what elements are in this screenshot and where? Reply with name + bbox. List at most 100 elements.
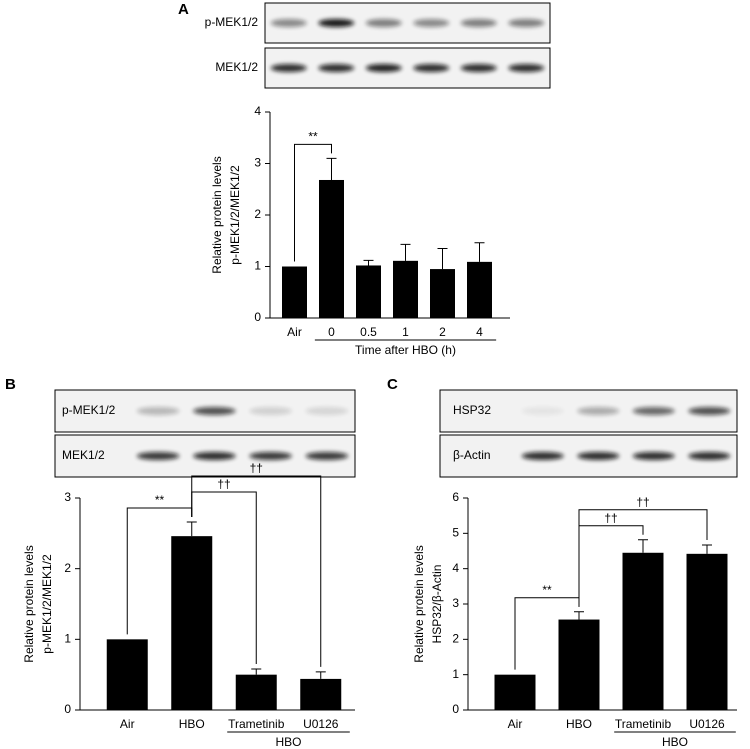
blot-frame xyxy=(264,47,551,89)
significance-bracket xyxy=(578,509,708,607)
blot-band xyxy=(270,19,307,27)
y-tick-label: 4 xyxy=(452,561,459,575)
significance-label: †† xyxy=(636,495,649,509)
significance-label: ** xyxy=(155,493,165,507)
blot-band xyxy=(249,407,292,415)
blot-label: p-MEK1/2 xyxy=(62,403,116,417)
panel-letter: B xyxy=(5,376,16,393)
x-tick-label: HBO xyxy=(566,717,592,731)
error-bar xyxy=(638,539,648,553)
significance-label: †† xyxy=(604,511,617,525)
blot-band xyxy=(688,452,731,460)
error-bar xyxy=(400,243,411,261)
y-tick-label: 0 xyxy=(254,310,261,324)
blot-band xyxy=(460,19,497,27)
y-tick-label: 2 xyxy=(254,207,261,221)
blot-band xyxy=(632,452,675,460)
blot-label: HSP32 xyxy=(453,403,491,417)
bar xyxy=(467,261,492,318)
bar xyxy=(686,553,728,710)
blot-label: β-Actin xyxy=(453,448,491,462)
y-tick-label: 4 xyxy=(254,104,261,118)
significance-label: ** xyxy=(308,130,318,144)
y-tick-label: 2 xyxy=(64,561,71,575)
blot-band xyxy=(688,407,731,415)
y-tick-label: 1 xyxy=(254,259,261,273)
blot-band xyxy=(365,19,402,27)
bar xyxy=(282,266,307,318)
blot-band xyxy=(249,452,292,460)
blot-label: p-MEK1/2 xyxy=(205,15,259,29)
blot-band xyxy=(460,64,497,72)
x-tick-label: Air xyxy=(287,325,302,339)
x-tick-label: 4 xyxy=(476,325,483,339)
group-label: HBO xyxy=(662,735,688,749)
significance-label: †† xyxy=(250,461,263,475)
bar xyxy=(393,260,418,318)
blot-band xyxy=(521,452,564,460)
bar xyxy=(319,179,344,318)
blot-band xyxy=(136,407,180,415)
bar xyxy=(622,552,664,710)
error-bar xyxy=(702,544,712,554)
blot-frame xyxy=(54,389,356,433)
blot-band xyxy=(136,452,180,460)
x-tick-label: 1 xyxy=(402,325,409,339)
blot-band xyxy=(305,407,349,415)
x-tick-label: 0 xyxy=(328,325,335,339)
y-axis-label: Relative protein levels xyxy=(210,156,224,273)
y-axis-label: Relative protein levels xyxy=(22,545,36,662)
x-tick-label: Trametinib xyxy=(615,717,672,731)
blot-frame xyxy=(264,2,551,44)
y-tick-label: 0 xyxy=(452,702,459,716)
x-tick-label: Trametinib xyxy=(228,717,285,731)
blot-band xyxy=(508,19,545,27)
panel-letter: A xyxy=(178,1,189,18)
y-tick-label: 5 xyxy=(452,526,459,540)
significance-label: †† xyxy=(217,477,230,491)
blot-band xyxy=(521,407,564,415)
error-bar xyxy=(326,157,337,180)
panel-letter: C xyxy=(387,376,398,393)
blot-band xyxy=(413,64,450,72)
error-bar xyxy=(437,247,448,270)
blot-band xyxy=(508,64,545,72)
error-bar xyxy=(315,671,326,679)
group-label: HBO xyxy=(275,735,301,749)
blot-band xyxy=(305,452,349,460)
blot-band xyxy=(318,19,355,27)
blot-band xyxy=(577,407,620,415)
x-tick-label: 2 xyxy=(439,325,446,339)
y-axis-label: p-MEK1/2/MEK1/2 xyxy=(228,165,242,265)
bar xyxy=(494,674,536,710)
error-bar xyxy=(251,668,262,675)
significance-bracket xyxy=(294,143,332,262)
error-bar xyxy=(186,521,197,537)
y-tick-label: 3 xyxy=(452,596,459,610)
blot-label: MEK1/2 xyxy=(215,60,258,74)
x-tick-label: U0126 xyxy=(689,717,725,731)
bar xyxy=(235,674,277,710)
error-bar xyxy=(574,611,584,620)
bar xyxy=(300,678,342,710)
bar xyxy=(106,639,148,710)
error-bar xyxy=(363,259,374,266)
y-tick-label: 0 xyxy=(64,702,71,716)
x-tick-label: U0126 xyxy=(303,717,339,731)
y-tick-label: 6 xyxy=(452,490,459,504)
bar xyxy=(430,269,455,318)
significance-label: ** xyxy=(542,583,552,597)
y-tick-label: 3 xyxy=(254,156,261,170)
x-tick-label: 0.5 xyxy=(360,325,377,339)
y-tick-label: 1 xyxy=(452,667,459,681)
y-tick-label: 1 xyxy=(64,632,71,646)
blot-band xyxy=(413,19,450,27)
blot-band xyxy=(193,407,236,415)
bar xyxy=(171,536,213,710)
y-tick-label: 3 xyxy=(64,490,71,504)
blot-band xyxy=(270,64,307,72)
y-axis-label: p-MEK1/2/MEK1/2 xyxy=(40,554,54,654)
x-tick-label: Air xyxy=(120,717,135,731)
blot-band xyxy=(577,452,620,460)
